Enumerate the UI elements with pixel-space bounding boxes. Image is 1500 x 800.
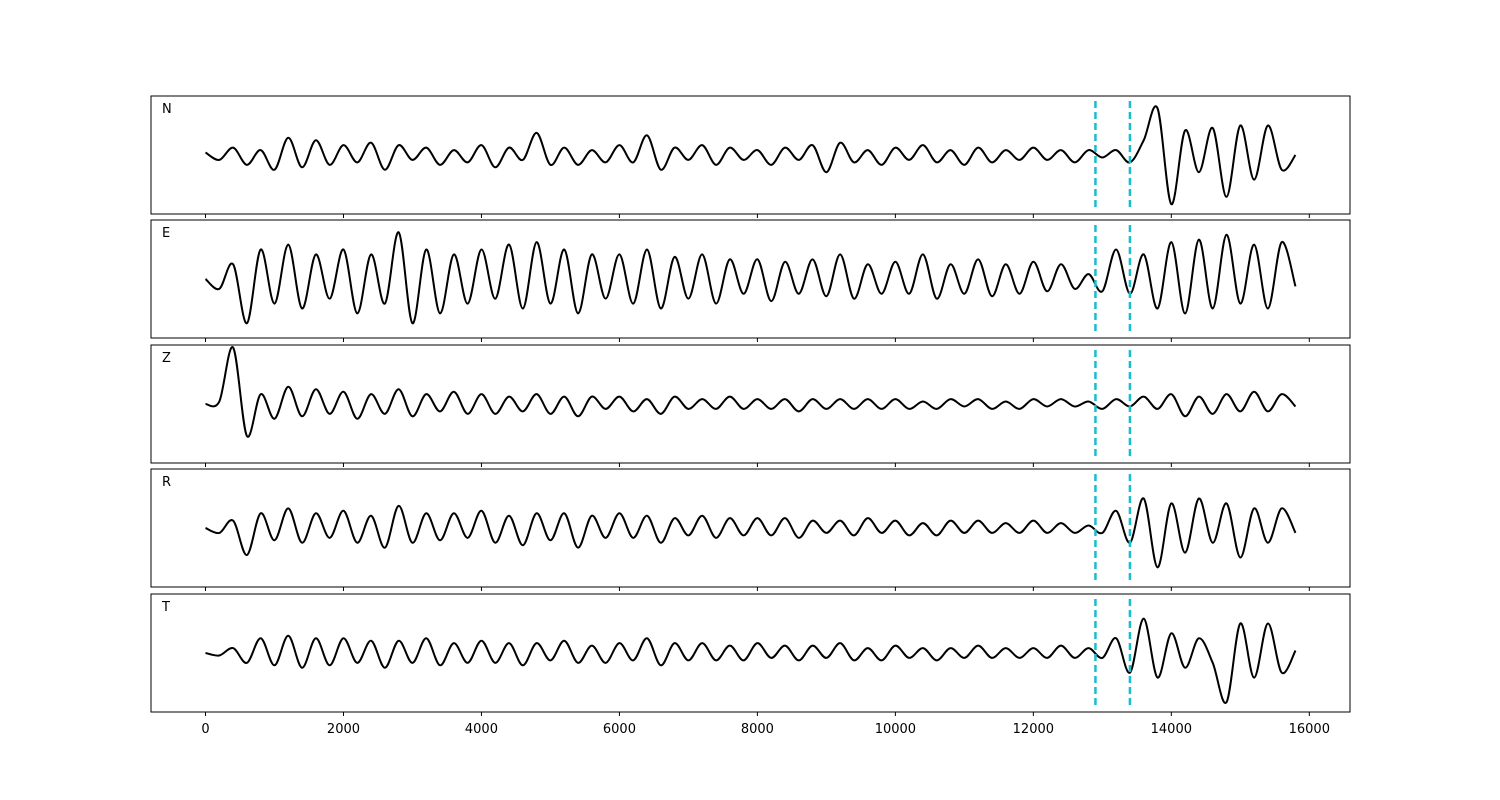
x-tick-label: 12000: [1013, 722, 1054, 737]
panel-label: N: [162, 102, 172, 117]
x-tick-label: 4000: [465, 722, 498, 737]
trace: [204, 231, 1297, 325]
x-tick-label: 0: [201, 722, 209, 737]
x-tick-label: 8000: [741, 722, 774, 737]
panel-frame: [150, 95, 1351, 215]
x-tick-label: 16000: [1289, 722, 1330, 737]
panel-frame: [150, 219, 1351, 339]
panel-label: R: [162, 475, 171, 490]
trace: [204, 105, 1297, 206]
panel-label: E: [162, 226, 170, 241]
panel-frame: [150, 344, 1351, 464]
x-tick-label: 14000: [1151, 722, 1192, 737]
trace: [205, 346, 1297, 438]
x-tick-label: 10000: [875, 722, 916, 737]
panel-label: Z: [162, 351, 171, 366]
trace: [205, 617, 1297, 704]
x-tick-label: 2000: [327, 722, 360, 737]
panel-frame: [150, 468, 1351, 588]
panel-label: T: [161, 600, 170, 615]
panel-frame: [150, 593, 1351, 713]
trace: [205, 497, 1297, 569]
x-tick-label: 6000: [603, 722, 636, 737]
